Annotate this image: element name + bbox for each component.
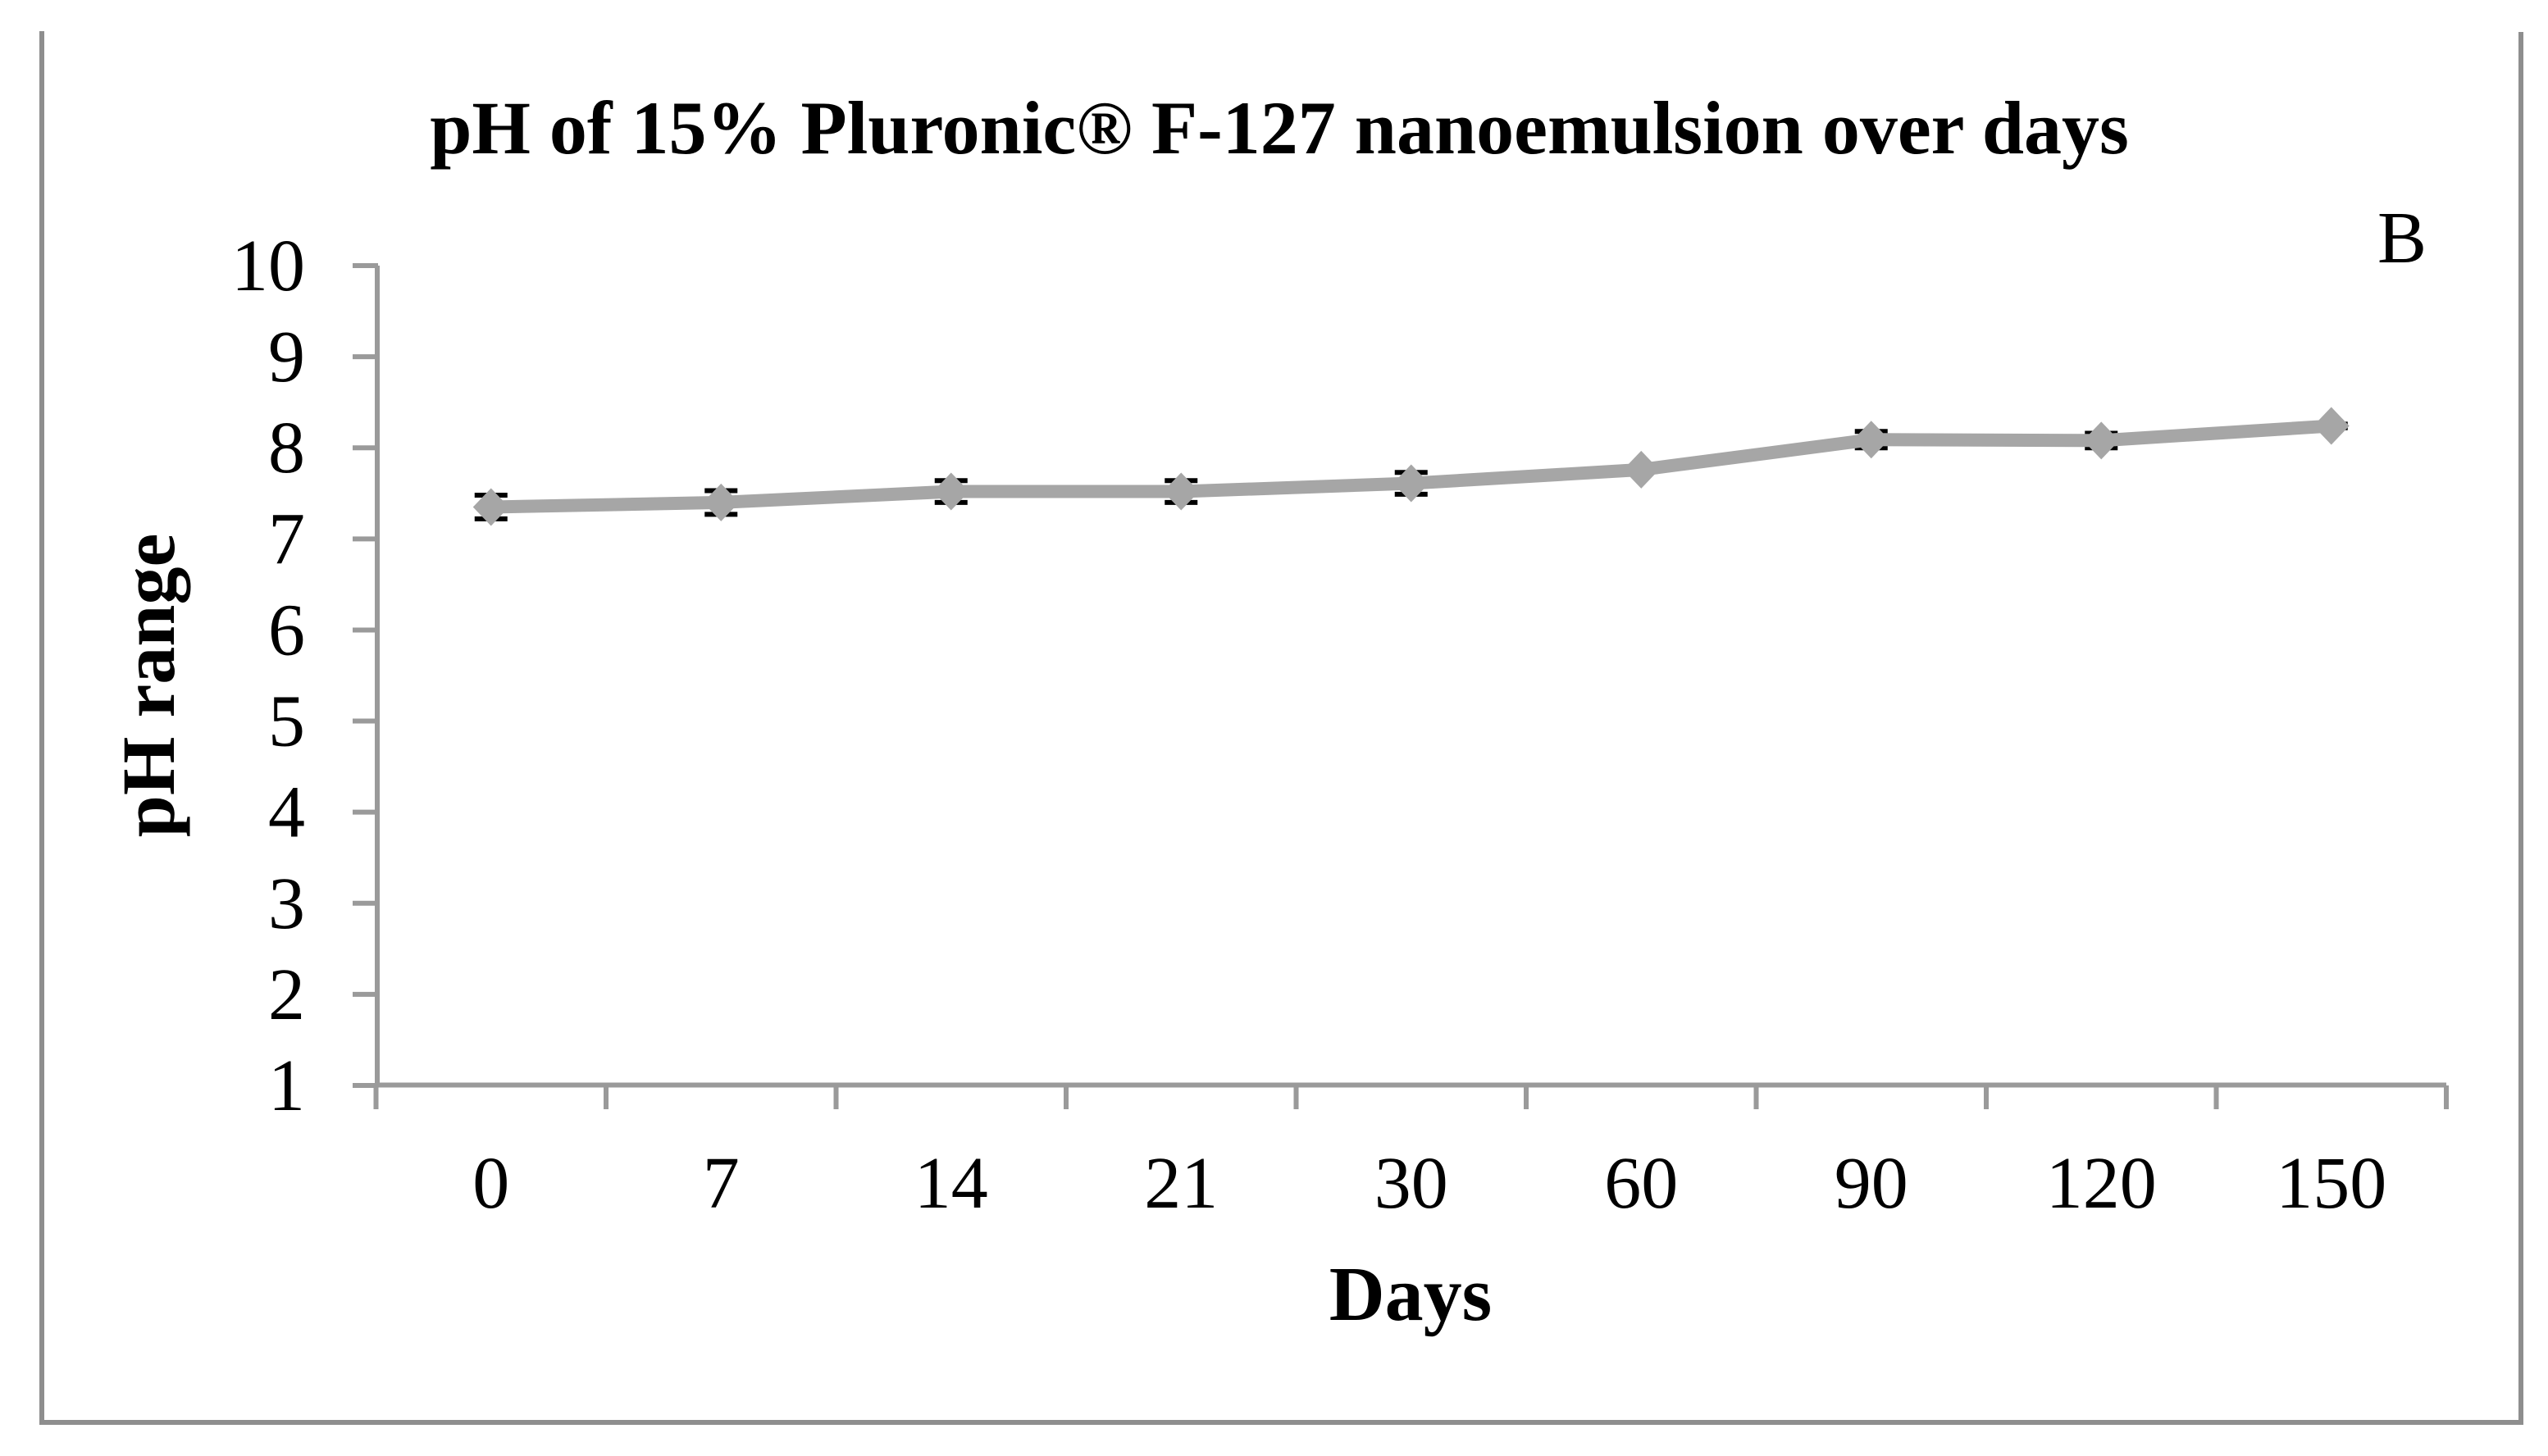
y-tick-label: 4 bbox=[268, 772, 305, 853]
y-tick-label: 3 bbox=[268, 863, 305, 944]
x-tick-label: 0 bbox=[472, 1143, 509, 1224]
chart-title: pH of 15% Pluronic® F-127 nanoemulsion o… bbox=[430, 86, 2129, 170]
y-tick-label: 9 bbox=[268, 316, 305, 398]
y-tick-label: 1 bbox=[268, 1045, 305, 1126]
y-tick-label: 10 bbox=[231, 225, 305, 307]
x-tick-label: 60 bbox=[1604, 1143, 1678, 1224]
y-tick-label: 8 bbox=[268, 407, 305, 489]
plot-area: 1 2 3 4 5 6 7 8 9 10 0 7 14 21 30 60 90 120 150 bbox=[231, 225, 2449, 1224]
y-tick-label: 6 bbox=[268, 589, 305, 671]
data-point-marker bbox=[703, 483, 740, 521]
x-tick-label: 14 bbox=[914, 1143, 988, 1224]
y-tick-label: 7 bbox=[268, 498, 305, 580]
data-point-marker bbox=[2313, 407, 2350, 445]
data-point-marker bbox=[1853, 421, 1889, 459]
data-point-marker bbox=[2083, 421, 2120, 460]
data-point-marker bbox=[1623, 450, 1660, 489]
x-tick-label: 150 bbox=[2276, 1143, 2386, 1224]
data-point-marker bbox=[472, 488, 509, 526]
panel-label: B bbox=[2377, 198, 2427, 279]
y-tick-label: 5 bbox=[268, 681, 305, 762]
y-axis-title: pH range bbox=[107, 534, 190, 838]
x-tick-label: 21 bbox=[1144, 1143, 1218, 1224]
figure-border bbox=[39, 31, 2523, 1425]
x-tick-label: 120 bbox=[2046, 1143, 2157, 1224]
y-tick-label: 2 bbox=[268, 954, 305, 1035]
x-tick-label: 7 bbox=[703, 1143, 740, 1224]
data-point-marker bbox=[1163, 472, 1200, 511]
data-point-marker bbox=[932, 472, 969, 511]
x-tick-label: 30 bbox=[1374, 1143, 1448, 1224]
x-axis-title: Days bbox=[1329, 1252, 1492, 1337]
x-tick-label: 90 bbox=[1835, 1143, 1908, 1224]
data-point-marker bbox=[1393, 464, 1429, 503]
